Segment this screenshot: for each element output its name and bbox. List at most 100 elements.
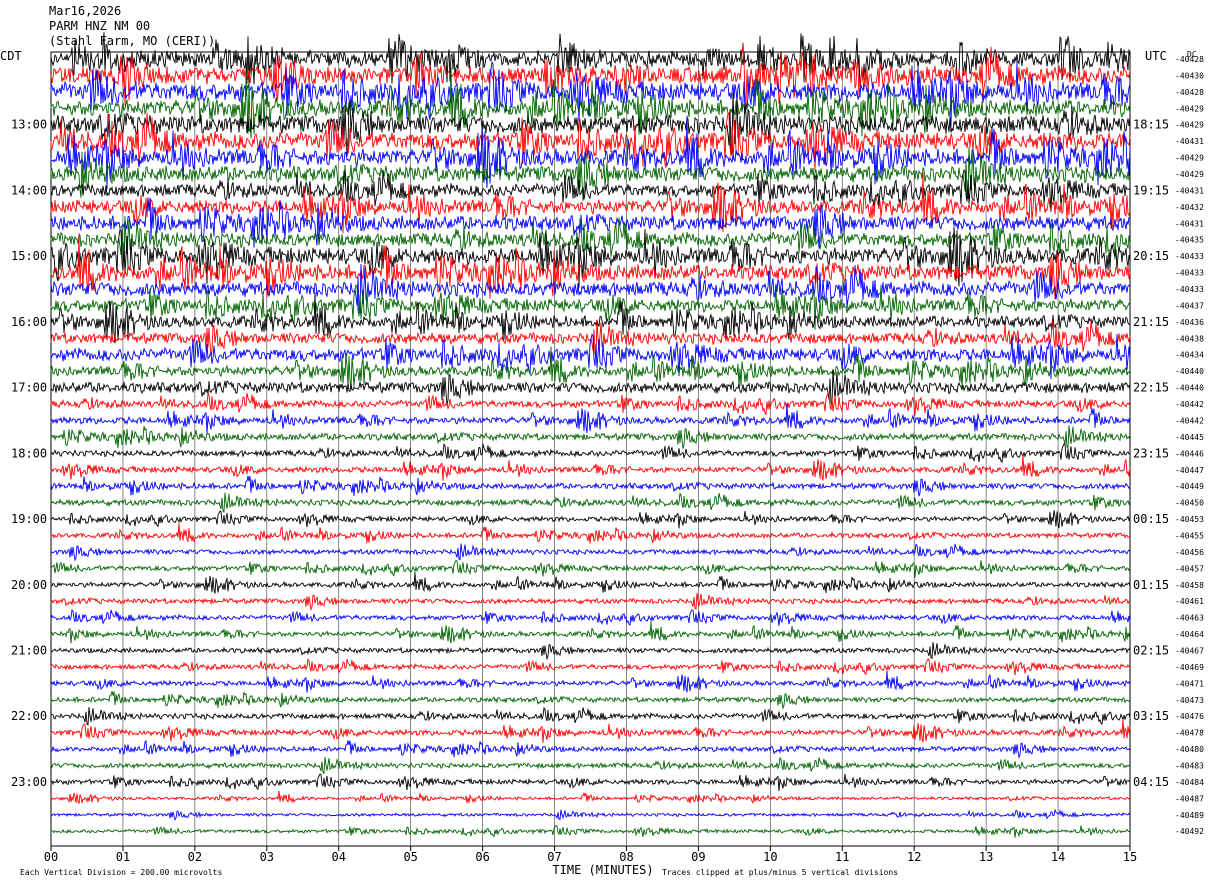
trace-line (50, 60, 1131, 128)
dc-offset-label: -40431 (1175, 219, 1204, 228)
x-axis-title: TIME (MINUTES) (552, 863, 653, 877)
utc-hour-label: 23:15 (1133, 446, 1169, 460)
x-tick-label: 02 (188, 850, 202, 864)
dc-offset-label: -40429 (1175, 104, 1204, 113)
dc-offset-label: -40442 (1175, 400, 1204, 409)
dc-offset-label: -40480 (1175, 745, 1204, 754)
header-date: Mar16,2026 (49, 4, 122, 18)
trace-line (50, 92, 1131, 157)
trace-line (50, 739, 1131, 760)
trace-line (50, 263, 1131, 315)
cdt-hour-label: 15:00 (11, 249, 47, 263)
cdt-hour-label: 13:00 (11, 118, 47, 132)
dc-offset-label: -40436 (1175, 318, 1204, 327)
x-tick-label: 13 (979, 850, 993, 864)
dc-offset-label: -40440 (1175, 384, 1204, 393)
utc-hour-label: 18:15 (1133, 118, 1169, 132)
trace-line (50, 443, 1131, 464)
dc-offset-label: -40440 (1175, 367, 1204, 376)
trace-line (50, 369, 1131, 406)
trace-line (50, 169, 1131, 212)
trace-line (50, 756, 1131, 775)
dc-offset-label: -40428 (1175, 88, 1204, 97)
header-location: (Stahl Farm, MO (CERI)) (49, 34, 216, 48)
trace-line (50, 32, 1131, 91)
dc-offset-label: -40429 (1175, 121, 1204, 130)
dc-offset-label: -40432 (1175, 203, 1204, 212)
dc-offset-label: -40463 (1175, 614, 1204, 623)
trace-line (50, 559, 1131, 578)
dc-offset-label: -40461 (1175, 597, 1204, 606)
x-tick-label: 00 (44, 850, 58, 864)
cdt-hour-label: 14:00 (11, 183, 47, 197)
trace-line (50, 172, 1131, 234)
dc-offset-label: -40442 (1175, 416, 1204, 425)
x-tick-label: 10 (763, 850, 777, 864)
x-tick-label: 04 (332, 850, 346, 864)
dc-offset-label: -40435 (1175, 236, 1204, 245)
trace-line (50, 621, 1131, 644)
dc-offset-label: -40483 (1175, 761, 1204, 770)
cdt-hour-label: 20:00 (11, 578, 47, 592)
x-tick-label: 09 (691, 850, 705, 864)
x-tick-label: 01 (116, 850, 130, 864)
trace-line (50, 475, 1131, 497)
trace-line (50, 609, 1131, 626)
dc-offset-label: -40455 (1175, 531, 1204, 540)
utc-hour-label: 01:15 (1133, 578, 1169, 592)
trace-line (50, 670, 1131, 693)
dc-offset-label: -40492 (1175, 827, 1204, 836)
cdt-hour-label: 18:00 (11, 446, 47, 460)
utc-hour-label: 22:15 (1133, 381, 1169, 395)
dc-offset-label: -40437 (1175, 301, 1204, 310)
utc-hour-label: 20:15 (1133, 249, 1169, 263)
trace-line (50, 825, 1131, 838)
trace-line (50, 346, 1131, 390)
dc-offset-label: -40458 (1175, 581, 1204, 590)
dc-offset-label: -40457 (1175, 564, 1204, 573)
dc-offset-label: -40433 (1175, 269, 1204, 278)
trace-line (50, 706, 1131, 726)
dc-offset-label: -40446 (1175, 449, 1204, 458)
x-tick-label: 11 (835, 850, 849, 864)
trace-line (50, 226, 1131, 288)
trace-line (50, 808, 1131, 821)
trace-line (50, 292, 1131, 344)
trace-line (50, 66, 1131, 139)
trace-line (50, 510, 1131, 529)
grid (50, 51, 1131, 851)
trace-line (50, 492, 1131, 513)
footer-clip-note: Traces clipped at plus/minus 5 vertical … (662, 868, 898, 877)
trace-line (50, 197, 1131, 249)
trace-line (50, 333, 1131, 380)
dc-axis-label: DC (1187, 50, 1197, 59)
dc-offset-label: -40487 (1175, 794, 1204, 803)
trace-line (50, 572, 1131, 594)
trace-line (50, 642, 1131, 661)
dc-offset-label: -40433 (1175, 285, 1204, 294)
trace-line (50, 284, 1131, 330)
footer-scale-note: Each Vertical Division = 200.00 microvol… (20, 868, 222, 877)
dc-offset-label: -40476 (1175, 712, 1204, 721)
dc-offset-label: -40464 (1175, 630, 1204, 639)
utc-hour-label: 02:15 (1133, 643, 1169, 657)
dc-offset-label: -40453 (1175, 515, 1204, 524)
trace-line (50, 658, 1131, 676)
dc-offset-label: -40433 (1175, 252, 1204, 261)
trace-line (50, 773, 1131, 792)
header-station: PARM HNZ NM 00 (49, 19, 151, 33)
trace-line (50, 543, 1131, 562)
cdt-hour-label: 21:00 (11, 643, 47, 657)
dc-offset-label: -40484 (1175, 778, 1204, 787)
dc-offset-label: -40449 (1175, 482, 1204, 491)
cdt-hour-label: 17:00 (11, 381, 47, 395)
dc-offset-label: -40431 (1175, 137, 1204, 146)
cdt-hour-label: 16:00 (11, 315, 47, 329)
trace-line (50, 592, 1131, 612)
cdt-hour-label: 19:00 (11, 512, 47, 526)
plot-frame (50, 51, 1131, 847)
utc-hour-label: 03:15 (1133, 709, 1169, 723)
dc-offset-label: -40445 (1175, 433, 1204, 442)
x-tick-label: 03 (260, 850, 274, 864)
